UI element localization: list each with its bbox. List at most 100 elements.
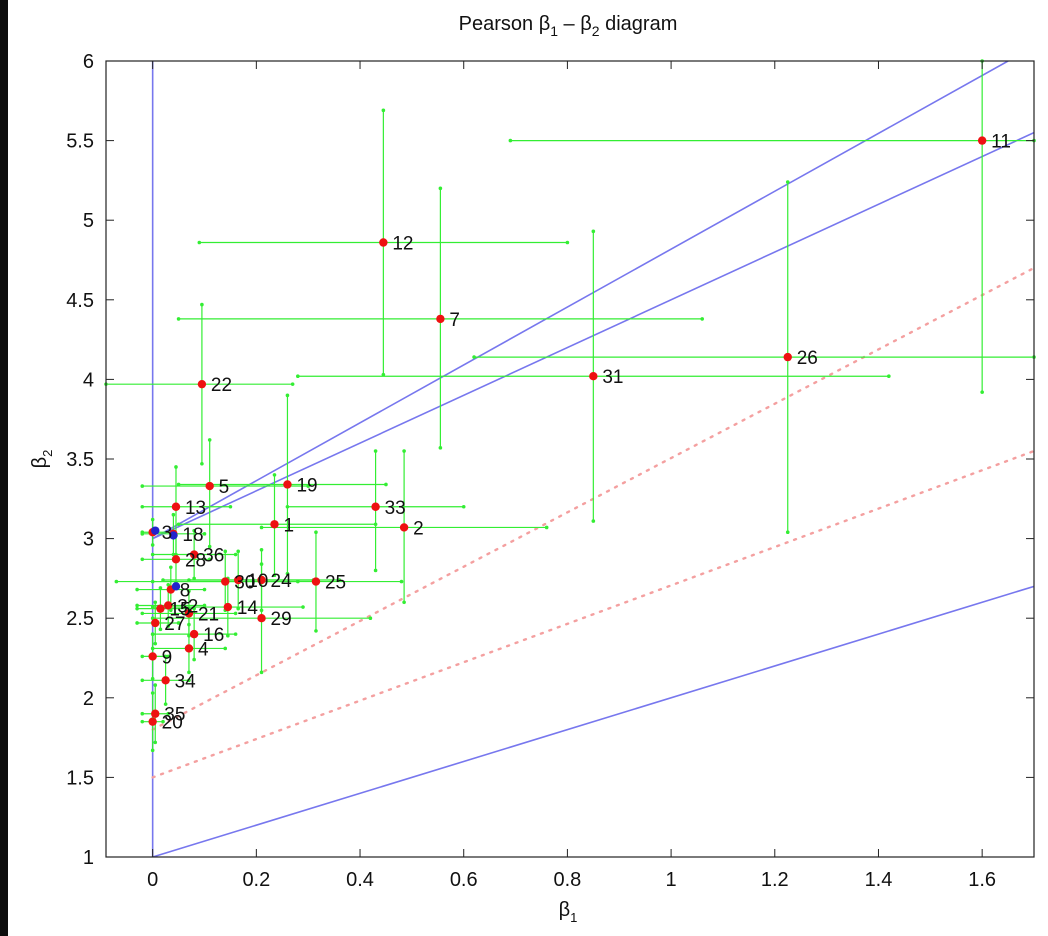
errorbar-cap — [140, 678, 145, 683]
point-label-3: 3 — [162, 523, 173, 544]
point-2 — [399, 523, 409, 532]
errorbar-cap — [233, 552, 238, 557]
errorbar-cap — [544, 525, 549, 530]
point-13 — [171, 502, 181, 511]
errorbar-cap — [591, 229, 596, 234]
errorbar-cap — [150, 543, 155, 547]
point-label-10: 10 — [247, 571, 268, 592]
data-points — [148, 136, 987, 726]
errorbar-cap — [176, 482, 181, 487]
errorbar-cap — [166, 654, 171, 659]
errorbar-cap — [153, 641, 158, 646]
errorbar-cap — [384, 482, 388, 487]
errorbar-cap — [306, 484, 310, 488]
y-tick-label: 2 — [83, 688, 94, 710]
errorbar-cap — [373, 522, 378, 527]
errorbar-cap — [236, 606, 241, 611]
errorbar-cap — [153, 600, 158, 605]
point-label-28: 28 — [185, 550, 206, 571]
point-15 — [156, 604, 165, 613]
reference-line-3 — [152, 61, 1009, 540]
errorbar-cap — [438, 186, 443, 191]
errorbar-cap — [472, 355, 476, 359]
chart-svg: Pearson β1 – β2 diagram 1112726312219513… — [29, 13, 1036, 925]
point-31 — [589, 372, 598, 381]
x-tick-label: 1 — [666, 869, 677, 891]
point-label-11: 11 — [991, 132, 1011, 153]
errorbar-cap — [373, 568, 378, 573]
errorbar-cap — [150, 605, 155, 609]
errorbar-cap — [381, 108, 386, 113]
x-tick-label: 0.4 — [346, 869, 374, 891]
point-35 — [151, 709, 160, 718]
errorbar-cap — [174, 465, 178, 469]
point-1 — [270, 520, 279, 529]
errorbar-cap — [236, 549, 241, 554]
errorbar-cap — [150, 676, 155, 681]
errorbar-cap — [285, 571, 290, 576]
errorbar-cap — [150, 552, 155, 557]
point-34 — [161, 676, 170, 685]
errorbar-cap — [223, 646, 228, 651]
errorbar-cap — [259, 525, 264, 530]
errorbar-cap — [150, 517, 155, 522]
errorbar-cap — [166, 624, 171, 628]
errorbar-cap — [272, 473, 277, 477]
errorbar-cap — [140, 532, 145, 536]
errorbar-cap — [187, 670, 191, 675]
errorbar-cap — [887, 374, 891, 379]
point-7 — [436, 314, 445, 324]
point-26 — [783, 352, 792, 362]
x-axis-label: β1 — [559, 899, 578, 925]
point-24 — [257, 575, 266, 585]
errorbar-cap — [285, 393, 290, 398]
errorbar-cap — [700, 317, 705, 321]
errorbar-cap — [135, 603, 139, 608]
errorbar-cap — [135, 606, 139, 611]
y-tick-label: 4.5 — [66, 290, 94, 312]
errorbar-cap — [228, 504, 233, 509]
point-label-18: 18 — [182, 525, 203, 546]
errorbar-cap — [169, 565, 173, 570]
point-12 — [379, 238, 388, 247]
x-tick-label: 1.4 — [865, 869, 893, 891]
point-27 — [151, 618, 160, 628]
point-label-4: 4 — [198, 639, 209, 660]
point-label-30: 30 — [234, 573, 255, 594]
errorbar-cap — [158, 586, 163, 590]
x-tick-label: 1.6 — [968, 869, 996, 891]
x-tick-label: 0 — [147, 869, 158, 891]
point-30 — [221, 577, 230, 586]
point-label-8: 8 — [180, 581, 191, 602]
point-label-1: 1 — [283, 515, 294, 536]
errorbar-cap — [207, 544, 212, 549]
errorbar-cap — [508, 138, 513, 143]
point-label-5: 5 — [219, 477, 230, 498]
errorbar-cap — [150, 632, 155, 636]
point-label-7: 7 — [449, 310, 460, 331]
errorbar-cap — [150, 691, 155, 695]
errorbar-cap — [259, 547, 264, 552]
dotted-line-1 — [151, 449, 1034, 779]
y-tick-label: 5.5 — [66, 131, 94, 153]
errorbar-cap — [150, 748, 155, 753]
errorbar-cap — [197, 240, 202, 245]
errorbar-cap — [259, 670, 264, 675]
errorbar-cap — [233, 611, 238, 616]
errorbar-cap — [200, 302, 204, 307]
errorbar-cap — [163, 654, 168, 659]
point-14 — [223, 602, 233, 612]
blue-point-1 — [169, 531, 178, 540]
errorbar-cap — [402, 449, 406, 453]
errorbar-cap — [166, 582, 171, 587]
errorbar-cap — [272, 573, 277, 578]
errorbar-cap — [150, 616, 155, 620]
point-25 — [311, 577, 321, 586]
point-label-34: 34 — [175, 671, 197, 692]
point-22 — [197, 379, 207, 389]
y-tick-label: 2.5 — [66, 608, 94, 630]
point-label-13: 13 — [185, 498, 206, 519]
errorbar-cap — [166, 711, 171, 716]
plot-area — [105, 60, 1035, 858]
